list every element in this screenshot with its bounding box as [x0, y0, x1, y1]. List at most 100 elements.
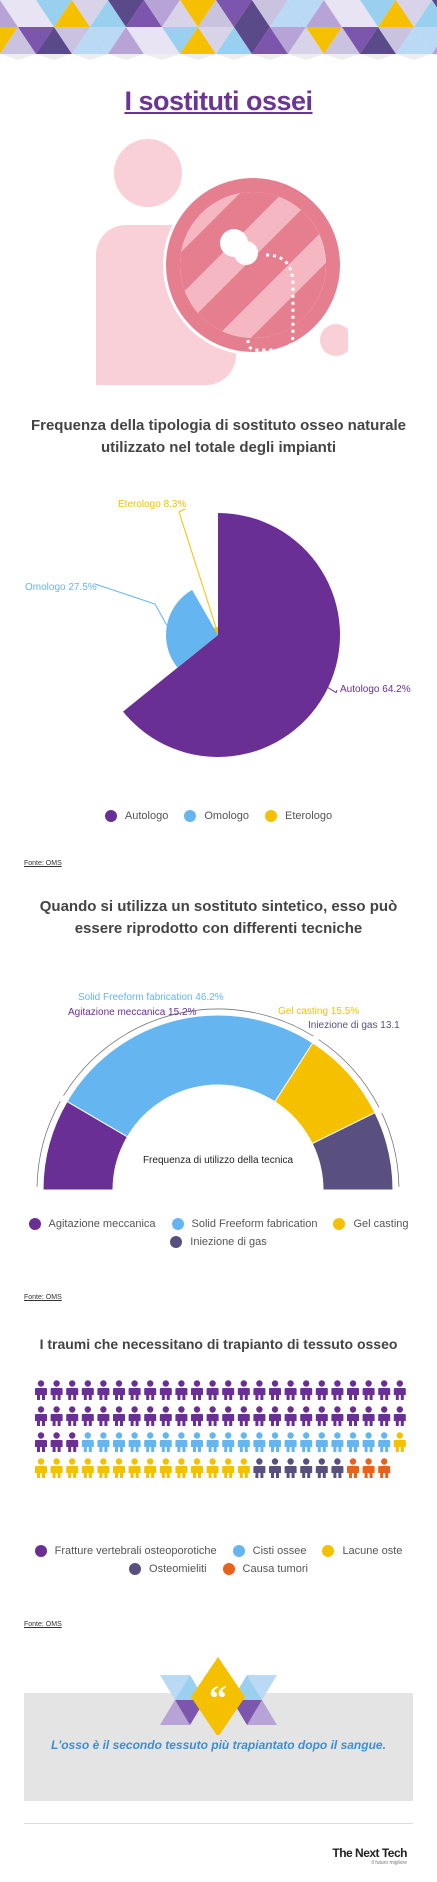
banner-triangle — [144, 54, 180, 60]
person-icon — [237, 1432, 250, 1452]
person-icon — [144, 1458, 157, 1478]
pie-data-label: Omologo 27.5% — [25, 582, 97, 593]
banner-triangle — [144, 0, 180, 27]
donut-bracket — [36, 1100, 61, 1187]
bone-body-illustration — [96, 139, 348, 385]
pie-data-label: Eterologo 8.3% — [118, 499, 186, 510]
pie-label-leader — [327, 687, 338, 694]
person-icon — [81, 1380, 94, 1400]
donut-bracket — [318, 1039, 380, 1108]
person-icon — [206, 1380, 219, 1400]
donut-bracket — [381, 1112, 400, 1187]
person-icon — [269, 1432, 281, 1452]
person-icon — [284, 1380, 297, 1400]
person-icon — [347, 1458, 359, 1478]
legend-swatch — [104, 810, 117, 823]
person-icon — [393, 1406, 406, 1426]
banner-triangle — [126, 27, 162, 54]
person-icon — [35, 1432, 47, 1452]
page-title: I sostituti ossei — [124, 86, 313, 116]
banner-triangle — [432, 0, 437, 8]
banner-triangle — [144, 27, 180, 54]
person-icon — [50, 1458, 63, 1478]
pie-slice — [214, 627, 218, 635]
legend-swatch — [129, 1563, 142, 1576]
person-icon — [66, 1380, 79, 1400]
person-icon — [35, 1458, 47, 1478]
banner-triangle — [216, 54, 252, 60]
banner-triangle — [324, 27, 360, 54]
technique-semi-donut-chart: Agitazione meccanica 15.2% Solid Freeform… — [36, 992, 400, 1191]
banner-triangle — [162, 27, 198, 54]
person-icon — [331, 1406, 344, 1426]
person-icon — [237, 1380, 250, 1400]
person-icon — [347, 1406, 359, 1426]
banner-triangle — [396, 54, 432, 60]
person-icon — [393, 1432, 406, 1452]
person-icon — [191, 1406, 203, 1426]
legend-swatch — [28, 1218, 41, 1231]
banner-triangle — [180, 27, 216, 54]
person-icon — [97, 1458, 110, 1478]
person-icon — [81, 1458, 94, 1478]
person-icon — [128, 1432, 141, 1452]
person-icon — [347, 1432, 359, 1452]
donut-segment — [311, 1112, 394, 1191]
legend-label: Osteomieliti — [149, 1563, 207, 1576]
donut-center-label: Frequenza di utilizzo della tecnica — [143, 1155, 294, 1166]
banner-triangle — [342, 0, 378, 27]
banner-triangle — [270, 27, 306, 54]
banner-triangle — [216, 0, 252, 27]
person-icon — [284, 1458, 297, 1478]
banner-triangle — [360, 0, 396, 27]
person-icon — [66, 1406, 79, 1426]
person-icon — [50, 1406, 63, 1426]
banner-triangle — [18, 27, 54, 54]
brand-logo: The Next Tech — [332, 1846, 407, 1860]
trauma-pictograph-chart — [35, 1380, 406, 1478]
banner-triangle — [432, 54, 437, 56]
banner-triangle — [360, 54, 396, 60]
header-triangle-banner — [0, 0, 437, 60]
legend-label: Iniezione di gas — [190, 1236, 267, 1249]
person-icon — [300, 1458, 313, 1478]
banner-triangle — [0, 54, 36, 60]
legend-swatch — [34, 1545, 47, 1558]
person-icon — [237, 1406, 250, 1426]
banner-triangle — [198, 27, 234, 54]
banner-triangle — [288, 54, 324, 60]
person-icon — [159, 1406, 172, 1426]
legend-label: Cisti ossee — [252, 1545, 307, 1557]
person-icon — [144, 1380, 157, 1400]
person-icon — [362, 1406, 375, 1426]
person-icon — [331, 1380, 344, 1400]
banner-triangle — [234, 27, 270, 54]
banner-triangle — [234, 0, 270, 27]
person-icon — [331, 1432, 344, 1452]
person-icon — [393, 1380, 406, 1400]
person-icon — [378, 1458, 391, 1478]
banner-triangle — [72, 54, 108, 60]
legend-label: Eterologo — [284, 810, 333, 822]
legend-label: Lacune oste — [342, 1545, 403, 1557]
person-icon — [175, 1380, 188, 1400]
person-icon — [362, 1380, 375, 1400]
person-icon — [50, 1432, 63, 1452]
banner-triangle — [72, 0, 108, 27]
person-icon — [113, 1432, 125, 1452]
person-icon — [315, 1380, 328, 1400]
natural-substitute-pie-chart: Autologo 64.2% Omologo 27.5% Eterologo 8.3… — [25, 499, 411, 757]
banner-triangle — [36, 54, 72, 60]
banner-triangle — [378, 27, 414, 54]
person-icon — [175, 1406, 188, 1426]
section3-subtitle: I traumi che necessitano di trapianto di… — [39, 1336, 398, 1352]
person-icon — [269, 1406, 281, 1426]
banner-triangle — [72, 27, 108, 54]
legend-item: Autologo — [104, 810, 168, 823]
person-icon — [175, 1458, 188, 1478]
banner-triangle — [54, 0, 90, 27]
pie-legend: Autologo Omologo Eterologo — [20, 810, 417, 828]
legend-swatch — [322, 1545, 335, 1558]
section1-subtitle: Frequenza della tipologia di sostituto o… — [30, 417, 407, 456]
banner-triangle — [108, 54, 144, 60]
